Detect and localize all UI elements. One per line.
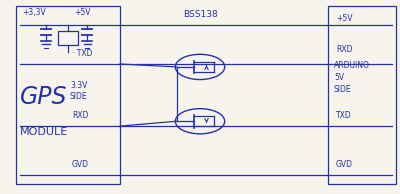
Text: 3.3V
SIDE: 3.3V SIDE [70,81,88,101]
Text: BSS138: BSS138 [183,10,217,19]
Text: MODULE: MODULE [20,127,68,137]
Text: · TXD: · TXD [72,49,92,58]
Text: +5V: +5V [336,14,352,23]
Text: RXD: RXD [72,111,88,120]
Text: +5V: +5V [74,9,90,17]
Text: GVD: GVD [336,160,353,169]
Text: TXD: TXD [336,111,352,120]
Text: ARDUINO
5V
SIDE: ARDUINO 5V SIDE [334,61,370,94]
Text: +3,3V: +3,3V [22,9,46,17]
Text: GVD: GVD [72,160,89,169]
Text: RXD: RXD [336,45,352,54]
Text: GPS: GPS [20,85,68,109]
